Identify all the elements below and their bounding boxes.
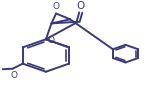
Text: O: O [53,2,60,12]
Text: O: O [10,71,17,80]
Text: O: O [77,1,85,11]
Text: O: O [48,36,55,44]
